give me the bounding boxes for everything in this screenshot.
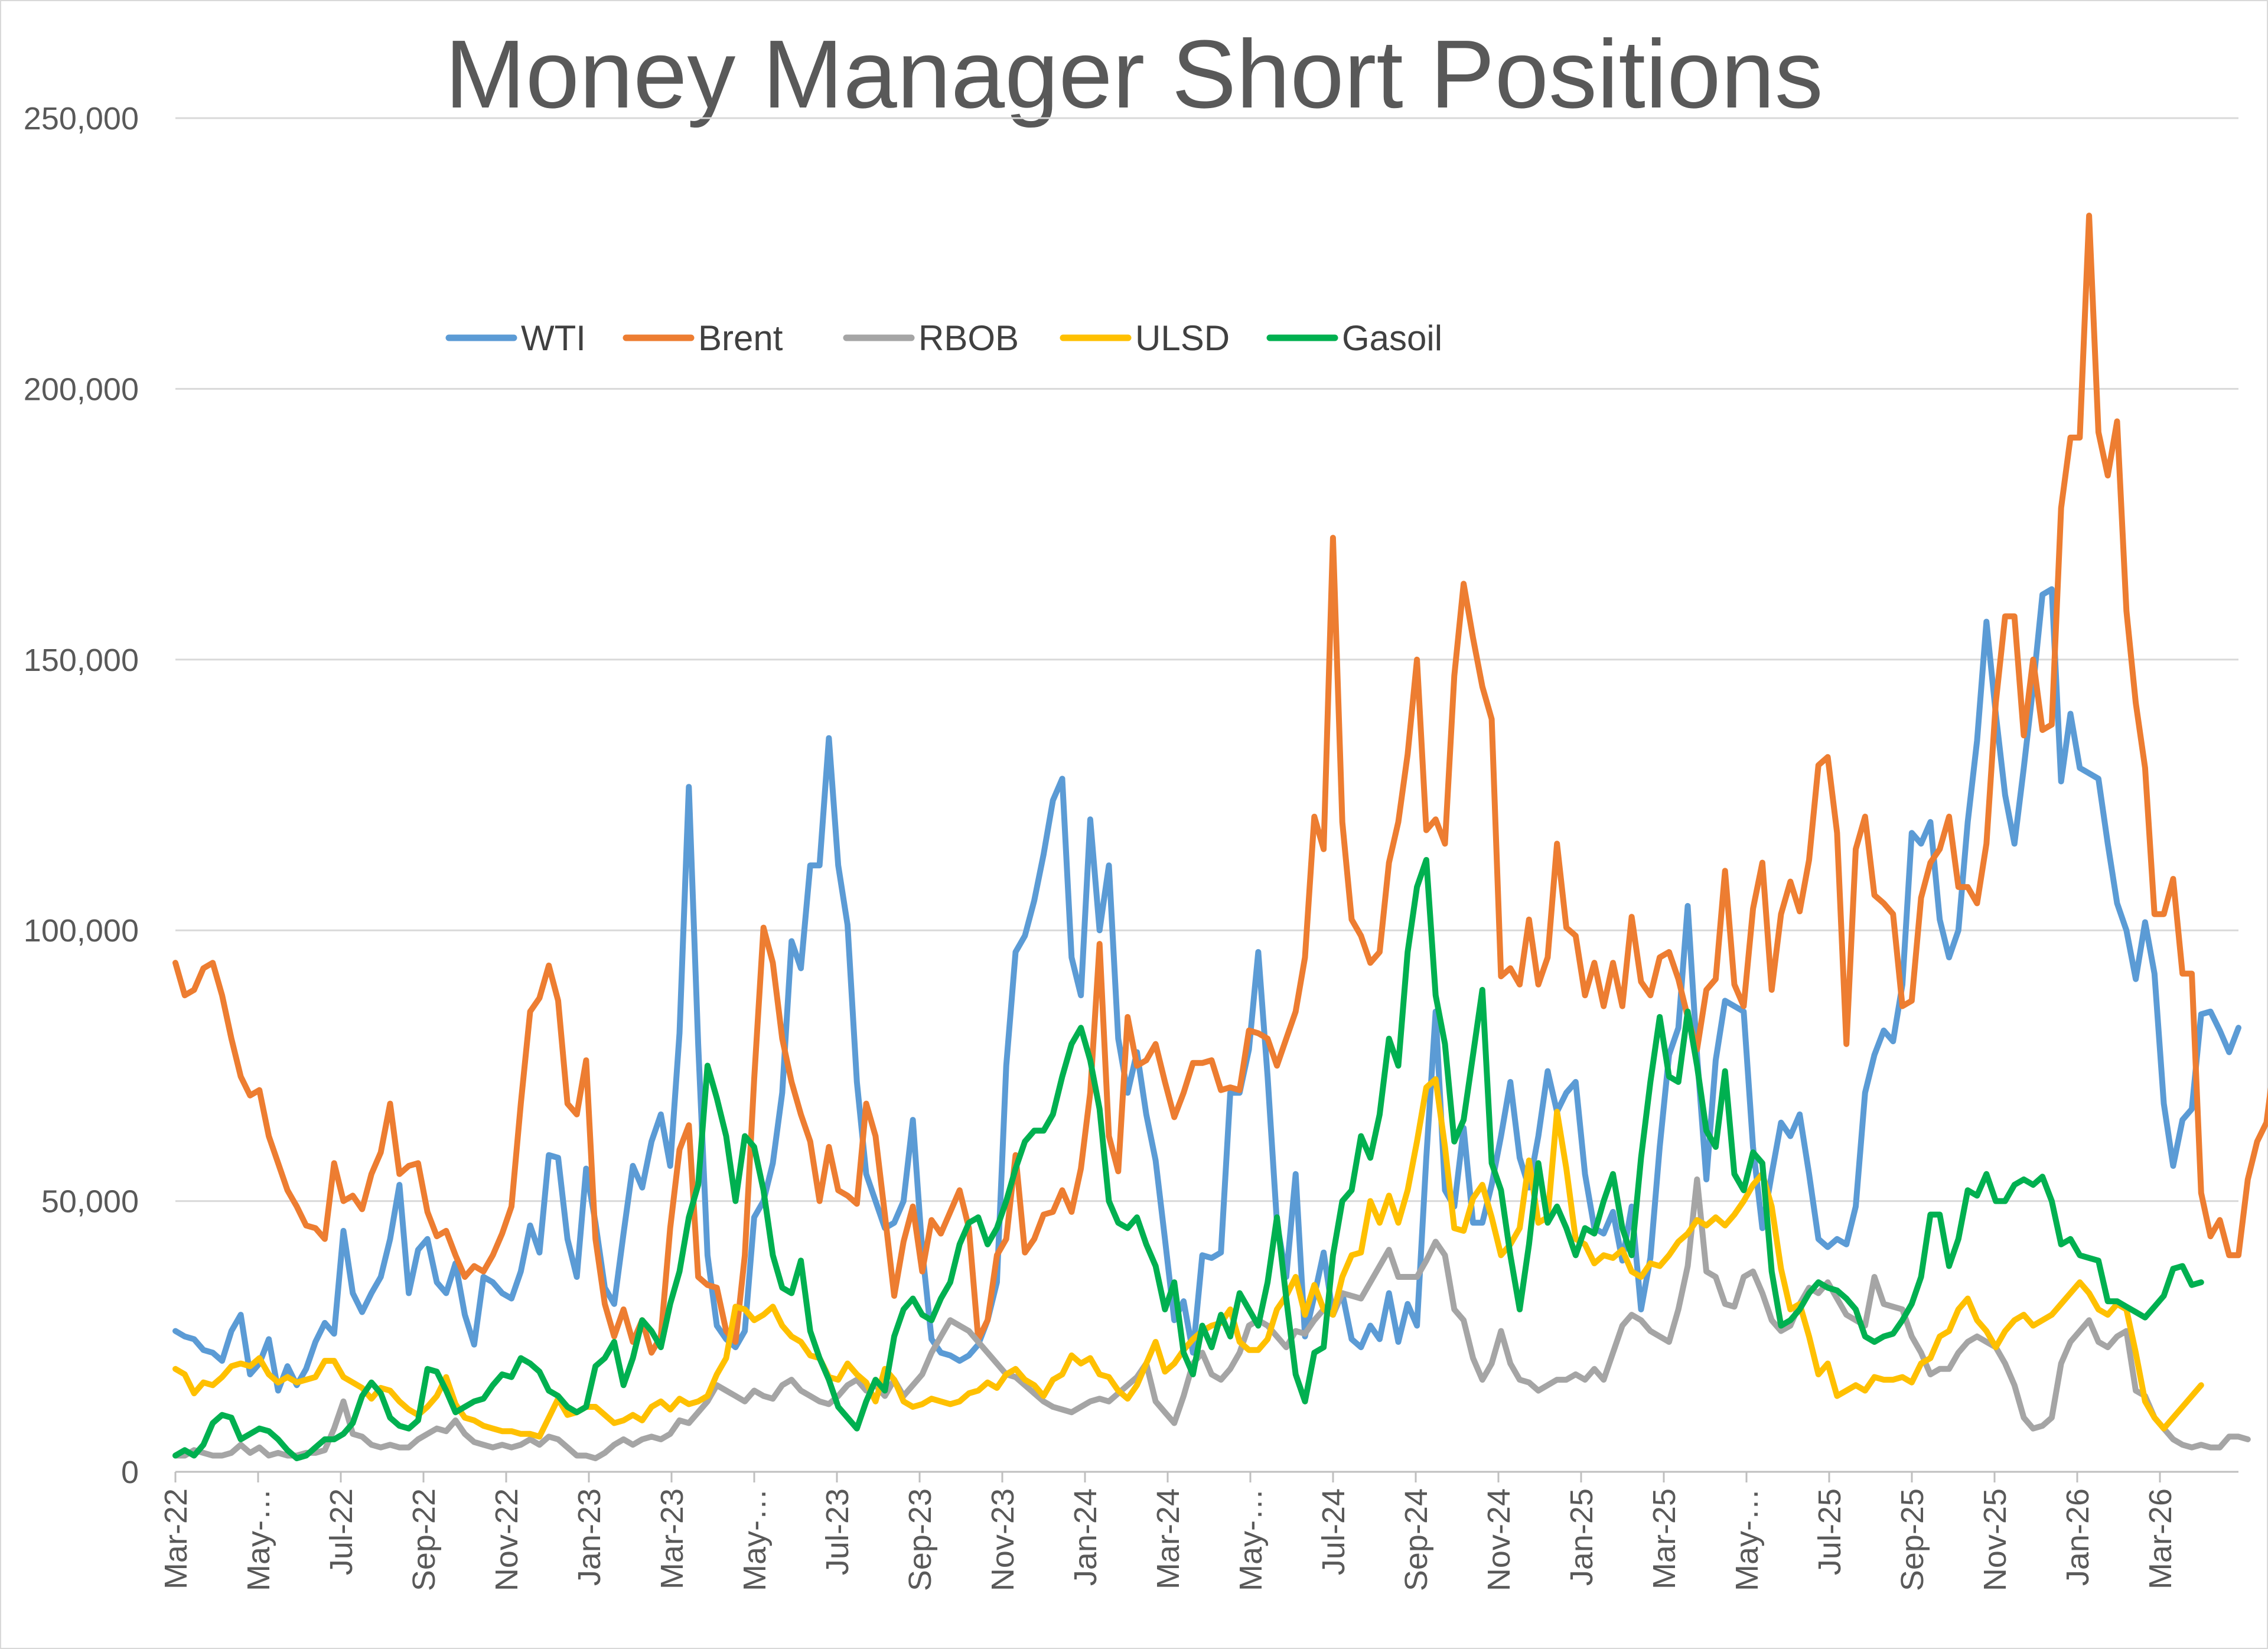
legend-label-gasoil: Gasoil bbox=[1342, 318, 1442, 358]
legend-label-brent: Brent bbox=[698, 318, 783, 358]
legend-label-ulsd: ULSD bbox=[1135, 318, 1230, 358]
x-tick-label: Mar-24 bbox=[1151, 1488, 1186, 1589]
y-tick-label: 250,000 bbox=[24, 101, 139, 136]
x-tick-label: Nov-23 bbox=[985, 1488, 1021, 1591]
series-line-ulsd bbox=[172, 1076, 2204, 1440]
y-tick-label: 50,000 bbox=[41, 1184, 139, 1220]
y-tick-label: 100,000 bbox=[24, 913, 139, 949]
x-tick-label: Jan-26 bbox=[2060, 1488, 2096, 1586]
x-tick-label: Sep-24 bbox=[1399, 1488, 1434, 1591]
gridlines bbox=[175, 117, 2238, 1202]
legend-label-wti: WTI bbox=[521, 318, 586, 358]
x-tick-label: May-… bbox=[1729, 1488, 1765, 1591]
y-tick-label: 0 bbox=[121, 1455, 139, 1490]
series-line-wti bbox=[172, 586, 2241, 1394]
x-tick-label: Sep-22 bbox=[406, 1488, 442, 1591]
series-line-rbob bbox=[172, 1176, 2251, 1462]
x-tick-label: Jan-24 bbox=[1068, 1488, 1103, 1586]
x-tick-label: Jan-25 bbox=[1564, 1488, 1599, 1586]
y-tick-label: 200,000 bbox=[24, 371, 139, 407]
x-tick-label: Mar-22 bbox=[158, 1488, 194, 1589]
series-line-brent bbox=[172, 213, 2268, 1356]
x-axis: Mar-22 May-… Jul-22 Sep-22 Nov-22 Jan-23 Mar-2… bbox=[158, 1471, 2238, 1591]
series-line-gasoil bbox=[172, 857, 2204, 1462]
y-axis: 0 50,000 100,000 150,000 200,000 250,000 bbox=[24, 101, 139, 1490]
x-tick-label: Nov-25 bbox=[1977, 1488, 2013, 1591]
x-tick-label: Nov-24 bbox=[1481, 1488, 1517, 1591]
x-tick-label: Jul-25 bbox=[1812, 1488, 1847, 1575]
x-tick-label: May-… bbox=[737, 1488, 773, 1591]
x-tick-label: Jul-24 bbox=[1316, 1488, 1351, 1575]
x-tick-label: Mar-23 bbox=[654, 1488, 690, 1589]
series-lines bbox=[172, 213, 2268, 1462]
x-tick-label: Sep-23 bbox=[902, 1488, 938, 1591]
x-tick-label: Sep-25 bbox=[1895, 1488, 1930, 1591]
legend-label-rbob: RBOB bbox=[918, 318, 1019, 358]
x-tick-label: Jan-23 bbox=[572, 1488, 607, 1586]
x-tick-label: May-… bbox=[241, 1488, 276, 1591]
x-tick-label: Mar-26 bbox=[2143, 1488, 2178, 1589]
x-tick-label: Nov-22 bbox=[489, 1488, 524, 1591]
x-tick-label: May-… bbox=[1233, 1488, 1269, 1591]
x-tick-label: Mar-25 bbox=[1647, 1488, 1682, 1589]
x-tick-label: Jul-22 bbox=[324, 1488, 359, 1575]
x-tick-label: Jul-23 bbox=[820, 1488, 855, 1575]
chart-title: Money Manager Short Positions bbox=[445, 20, 1823, 128]
legend: WTI Brent RBOB ULSD Gasoil bbox=[445, 318, 1442, 358]
y-tick-label: 150,000 bbox=[24, 643, 139, 678]
